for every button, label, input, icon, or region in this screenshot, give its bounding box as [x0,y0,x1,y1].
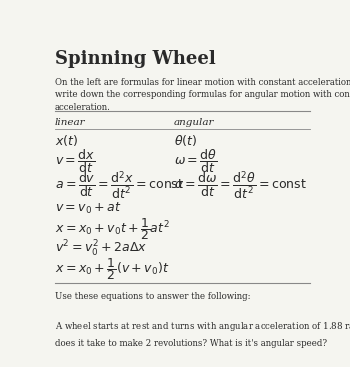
Text: $a = \dfrac{\mathrm{d}v}{\mathrm{d}t} = \dfrac{\mathrm{d}^2x}{\mathrm{d}t^2} = \: $a = \dfrac{\mathrm{d}v}{\mathrm{d}t} = … [55,170,184,201]
Text: angular: angular [174,119,215,127]
Text: $\alpha = \dfrac{\mathrm{d}\omega}{\mathrm{d}t} = \dfrac{\mathrm{d}^2\theta}{\ma: $\alpha = \dfrac{\mathrm{d}\omega}{\math… [174,170,307,201]
Text: Use these equations to answer the following:

A wheel starts at rest and turns w: Use these equations to answer the follow… [55,292,350,348]
Text: $\theta(t)$: $\theta(t)$ [174,133,197,148]
Text: $v = \dfrac{\mathrm{d}x}{\mathrm{d}t}$: $v = \dfrac{\mathrm{d}x}{\mathrm{d}t}$ [55,147,95,175]
Text: linear: linear [55,119,85,127]
Text: $x(t)$: $x(t)$ [55,133,78,148]
Text: Spinning Wheel: Spinning Wheel [55,50,215,68]
Text: $x = x_0 + \dfrac{1}{2}(v + v_0)t$: $x = x_0 + \dfrac{1}{2}(v + v_0)t$ [55,256,169,282]
Text: On the left are formulas for linear motion with constant acceleration. On the ri: On the left are formulas for linear moti… [55,78,350,112]
Text: $v^2 = v_0^2 + 2a\Delta x$: $v^2 = v_0^2 + 2a\Delta x$ [55,239,147,259]
Text: $v = v_0 + at$: $v = v_0 + at$ [55,201,121,216]
Text: $\omega = \dfrac{\mathrm{d}\theta}{\mathrm{d}t}$: $\omega = \dfrac{\mathrm{d}\theta}{\math… [174,147,217,175]
Text: $x = x_0 + v_0 t + \dfrac{1}{2}at^2$: $x = x_0 + v_0 t + \dfrac{1}{2}at^2$ [55,216,169,241]
